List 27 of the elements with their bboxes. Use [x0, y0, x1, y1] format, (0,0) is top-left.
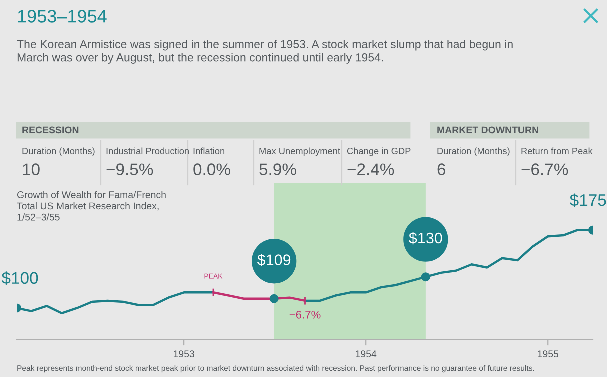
text: 6 — [438, 164, 446, 176]
text: Inflation — [194, 148, 225, 154]
text: −6.7% — [522, 164, 568, 176]
text: Duration (Months) — [22, 148, 95, 156]
chart-subtitle: The Korean Armistice was signed in the summer of 1953. A stock market slump that had begun in March was over by August, but the recession continued until early 1954. — [17, 40, 513, 64]
text: Duration (Months) — [438, 148, 510, 156]
text: 0.0% — [194, 164, 230, 176]
text: Change in GDP — [347, 148, 411, 156]
x-tick-label: 1954 — [356, 350, 377, 358]
text: 5.9% — [260, 164, 296, 176]
x-tick-label: 1955 — [538, 350, 559, 358]
x-tick-label: 1953 — [174, 350, 194, 358]
text: Growth of Wealth for Fama/French Total US Market Research Index, 1/52–3/55 — [17, 191, 166, 221]
annotation: −6.7% — [290, 310, 321, 319]
text: Max Unemployment — [260, 148, 340, 156]
data-label: $100 — [2, 272, 38, 286]
text: −9.5% — [106, 164, 154, 176]
text: RECESSION — [22, 126, 79, 134]
text: −2.4% — [348, 164, 394, 176]
text: Return from Peak — [522, 148, 593, 154]
text: MARKET DOWNTURN — [438, 126, 538, 134]
chart-title: 1953–1954 — [18, 10, 107, 23]
text: Industrial Production — [106, 148, 189, 154]
text: 10 — [23, 164, 40, 176]
data-label: $130 — [409, 232, 442, 245]
data-label: $109 — [258, 254, 291, 266]
data-label: $175 — [570, 194, 606, 208]
